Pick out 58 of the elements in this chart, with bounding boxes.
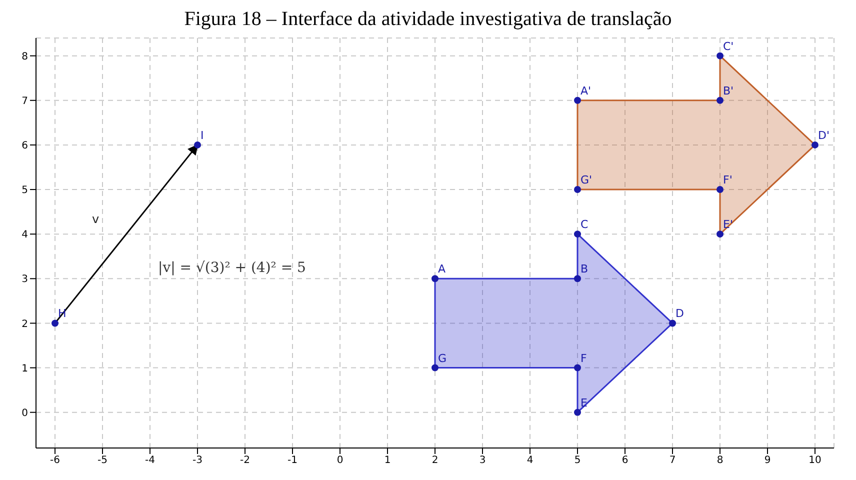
- x-tick-label: 8: [716, 455, 724, 466]
- point: [432, 275, 438, 282]
- point: [716, 230, 724, 238]
- annotation: G: [438, 352, 447, 365]
- point: [194, 141, 201, 148]
- x-tick-label: 1: [384, 455, 391, 466]
- point: [812, 141, 818, 148]
- annotation: F': [723, 174, 732, 187]
- point: [716, 186, 724, 194]
- y-tick-label: 0: [22, 408, 28, 419]
- x-tick-label: 7: [669, 455, 676, 466]
- x-tick-label: 9: [764, 455, 771, 466]
- point: [574, 408, 581, 416]
- x-tick-label: 4: [526, 455, 534, 466]
- x-tick-label: -3: [192, 455, 202, 466]
- annotation: A': [580, 84, 592, 98]
- x-tick-label: 2: [432, 455, 438, 466]
- point: [52, 320, 58, 327]
- point: [574, 230, 581, 238]
- annotation: G': [580, 174, 592, 187]
- x-tick-label: 3: [479, 455, 486, 466]
- x-tick-label: 0: [336, 455, 344, 466]
- x-tick-label: -1: [288, 455, 298, 466]
- annotation: |v| = √(3)² + (4)² = 5: [158, 260, 306, 276]
- annotation: B': [723, 84, 734, 98]
- x-tick-label: 5: [574, 455, 581, 466]
- annotation: I: [200, 128, 204, 142]
- annotation: D': [818, 128, 830, 142]
- annotation: B: [580, 262, 588, 276]
- point: [716, 52, 724, 60]
- y-tick-label: 6: [22, 140, 28, 152]
- point: [432, 364, 438, 372]
- x-tick-label: 10: [808, 455, 822, 466]
- chart-title: Figura 18 – Interface da atividade investigativa de translação: [183, 8, 673, 32]
- point: [716, 96, 724, 104]
- annotation: A: [438, 262, 446, 276]
- point: [669, 320, 676, 327]
- y-tick-label: 2: [22, 318, 28, 330]
- annotation: D: [676, 307, 684, 320]
- point: [574, 364, 581, 372]
- x-tick-label: 6: [622, 455, 628, 466]
- y-tick-label: 3: [22, 274, 28, 286]
- x-tick-label: -4: [145, 455, 155, 466]
- annotation: F: [580, 352, 587, 365]
- x-tick-label: -2: [240, 455, 250, 466]
- x-tick-label: -5: [98, 455, 108, 466]
- y-tick-label: 8: [22, 51, 28, 62]
- y-tick-label: 7: [22, 96, 28, 107]
- point: [574, 186, 581, 194]
- annotation: C: [580, 218, 588, 232]
- point: [574, 96, 581, 104]
- y-tick-label: 5: [22, 185, 28, 196]
- point: [574, 275, 581, 282]
- annotation: C': [723, 40, 734, 53]
- x-tick-label: -6: [50, 455, 60, 466]
- y-tick-label: 4: [22, 230, 28, 241]
- annotation: v: [92, 212, 100, 226]
- y-tick-label: 1: [22, 363, 28, 374]
